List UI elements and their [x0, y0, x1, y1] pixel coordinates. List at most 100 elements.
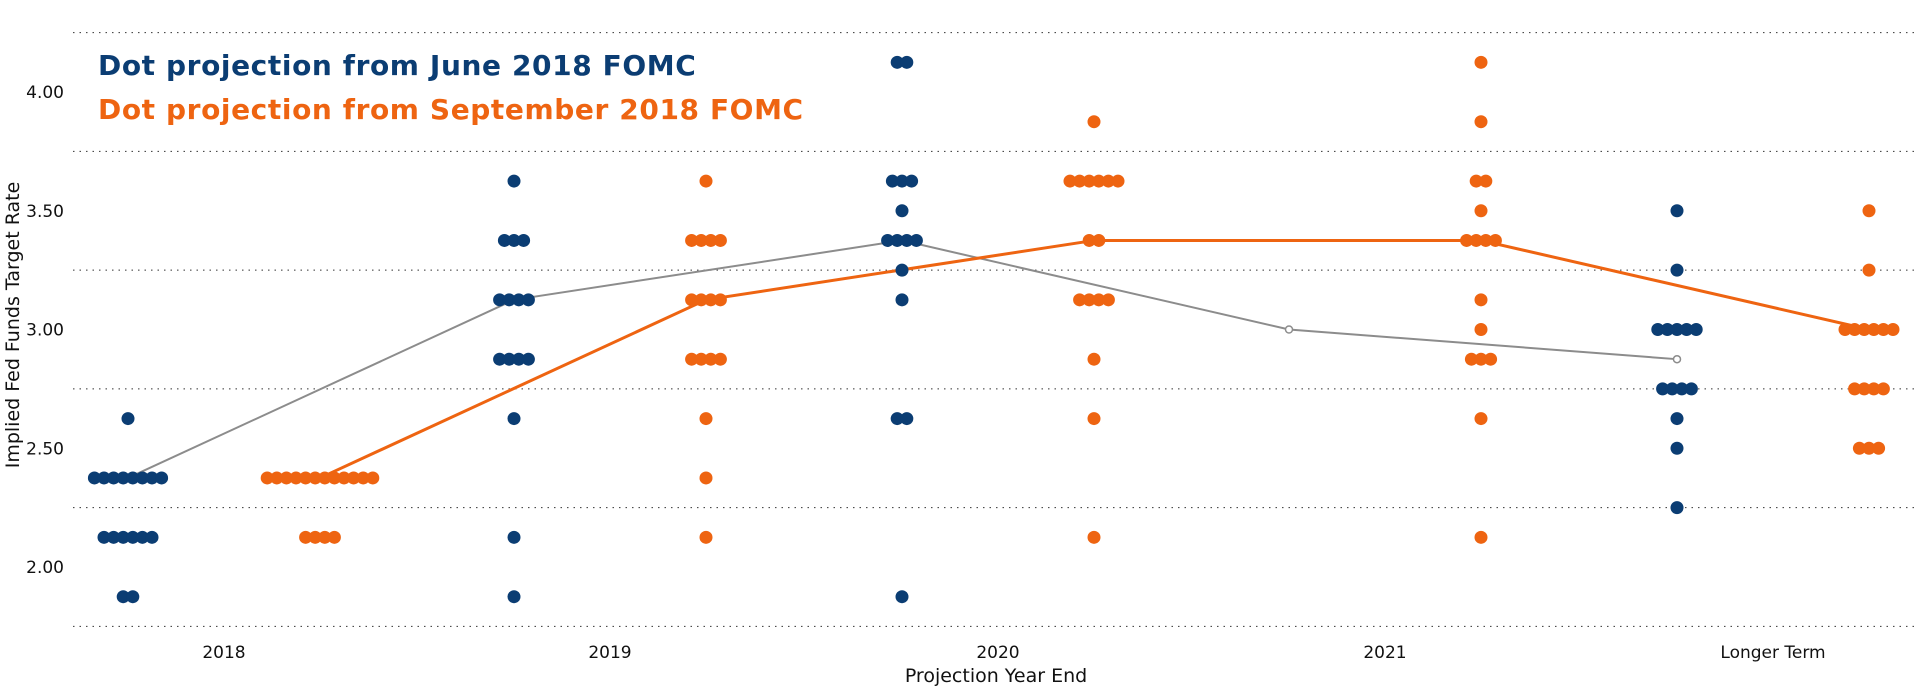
dot: [895, 590, 909, 604]
dot: [1101, 174, 1115, 188]
dot: [1862, 263, 1876, 277]
dot: [502, 352, 516, 366]
dot: [1670, 204, 1684, 218]
dot: [507, 412, 521, 426]
dot: [521, 352, 535, 366]
dot: [1087, 115, 1101, 129]
dot: [1101, 293, 1115, 307]
dot: [1469, 233, 1483, 247]
dot: [1087, 412, 1101, 426]
dot: [116, 590, 130, 604]
x-tick-label: Longer Term: [1720, 643, 1825, 663]
dot: [145, 530, 159, 544]
dot: [155, 471, 169, 485]
dot: [1852, 441, 1866, 455]
dot: [126, 530, 140, 544]
dot: [1867, 382, 1881, 396]
dot: [1876, 382, 1890, 396]
dot: [1474, 323, 1488, 336]
dot: [1670, 263, 1684, 277]
dot: [1670, 323, 1684, 336]
dot: [512, 293, 526, 307]
dot: [1092, 174, 1106, 188]
dot: [713, 293, 727, 307]
dot: [699, 174, 713, 188]
dot: [1073, 174, 1087, 188]
y-tick-label: 3.50: [26, 202, 64, 222]
x-axis-ticks: 2018 2019 2020 2021 Longer Term: [202, 643, 1825, 663]
dot: [1488, 233, 1502, 247]
x-axis-title: Projection Year End: [905, 665, 1087, 687]
dot: [704, 233, 718, 247]
dot: [1862, 441, 1876, 455]
dot: [900, 55, 914, 69]
dot: [909, 233, 923, 247]
dot: [1087, 352, 1101, 366]
y-axis-ticks: 2.00 2.50 3.00 3.50 4.00: [26, 83, 64, 578]
dot: [694, 233, 708, 247]
dot: [493, 293, 507, 307]
dot: [356, 471, 370, 485]
dot: [507, 530, 521, 544]
dot: [1484, 352, 1498, 366]
dot: [1073, 293, 1087, 307]
dot: [87, 471, 101, 485]
dot: [116, 471, 130, 485]
dot: [107, 530, 121, 544]
dot: [347, 471, 361, 485]
dot: [1479, 174, 1493, 188]
dot: [145, 471, 159, 485]
dot: [507, 174, 521, 188]
x-tick-label: 2019: [588, 643, 631, 663]
dot: [126, 471, 140, 485]
dot: [97, 530, 111, 544]
dot: [270, 471, 284, 485]
dot: [900, 412, 914, 426]
dot: [116, 530, 130, 544]
dot: [1689, 323, 1703, 336]
dot: [1872, 441, 1886, 455]
dot: [1857, 382, 1871, 396]
dot: [318, 471, 332, 485]
y-tick-label: 3.00: [26, 321, 64, 341]
dot: [704, 293, 718, 307]
dot: [704, 352, 718, 366]
dot: [1670, 412, 1684, 426]
dot: [685, 233, 699, 247]
dot: [885, 174, 899, 188]
dot: [337, 471, 351, 485]
dot: [521, 293, 535, 307]
dot: [1474, 115, 1488, 129]
dot: [1479, 233, 1493, 247]
dot: [713, 352, 727, 366]
dot: [299, 530, 313, 544]
dot: [1867, 323, 1881, 336]
dot: [502, 293, 516, 307]
dot: [685, 352, 699, 366]
dot: [685, 293, 699, 307]
dot: [1848, 323, 1862, 336]
dot: [327, 471, 341, 485]
dot: [308, 471, 322, 485]
dot: [512, 352, 526, 366]
dot: [1474, 204, 1488, 218]
dot: [1886, 323, 1900, 336]
dot: [318, 530, 332, 544]
dot: [1670, 501, 1684, 515]
dot: [1474, 293, 1488, 307]
dot: [1082, 293, 1096, 307]
dot: [135, 471, 149, 485]
dot: [1474, 530, 1488, 544]
x-tick-label: 2021: [1363, 643, 1406, 663]
dot: [1857, 323, 1871, 336]
dot: [1474, 412, 1488, 426]
dot: [1111, 174, 1125, 188]
dot: [1675, 382, 1689, 396]
dot: [1656, 382, 1670, 396]
dot: [890, 412, 904, 426]
dot: [1660, 323, 1674, 336]
dot: [1665, 382, 1679, 396]
x-tick-label: 2018: [202, 643, 245, 663]
dot: [1474, 55, 1488, 69]
